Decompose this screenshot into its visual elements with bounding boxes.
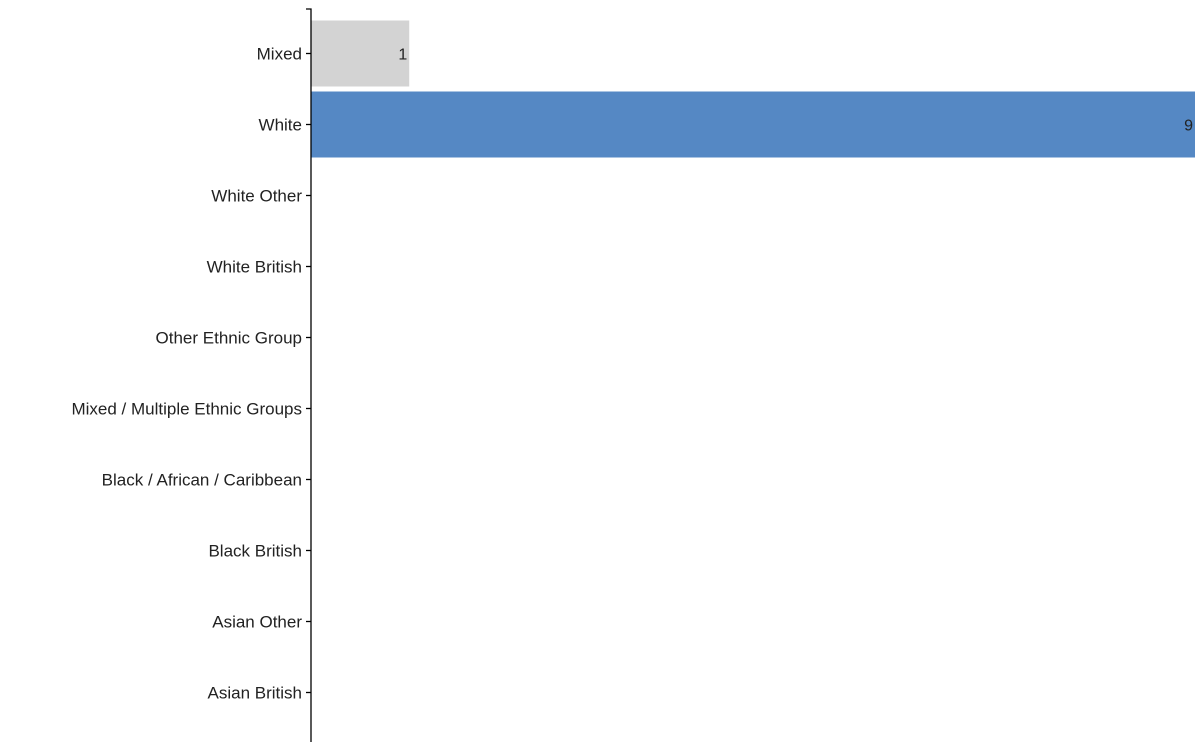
bar-0	[311, 20, 410, 87]
y-axis-line	[306, 8, 312, 742]
y-tick-label-6: Black / African / Caribbean	[102, 471, 302, 490]
data-label-1: 9	[1184, 118, 1193, 135]
y-axis: Mixed White White Other White British Other …	[71, 8, 312, 742]
data-labels-layer: 19	[398, 47, 1193, 135]
y-tick-label-5: Mixed / Multiple Ethnic Groups	[71, 400, 302, 419]
y-tick-label-1: White	[259, 116, 302, 135]
y-tick-label-8: Asian Other	[212, 613, 302, 632]
y-tick-label-2: White Other	[211, 187, 302, 206]
data-label-0: 1	[398, 47, 407, 64]
bars-layer	[311, 20, 1195, 158]
y-tick-label-7: Black British	[208, 542, 302, 561]
y-tick-label-4: Other Ethnic Group	[156, 329, 302, 348]
y-tick-label-3: White British	[207, 258, 302, 277]
bar-1	[311, 91, 1195, 158]
y-tick-label-9: Asian British	[208, 684, 302, 703]
y-tick-label-0: Mixed	[257, 45, 302, 64]
